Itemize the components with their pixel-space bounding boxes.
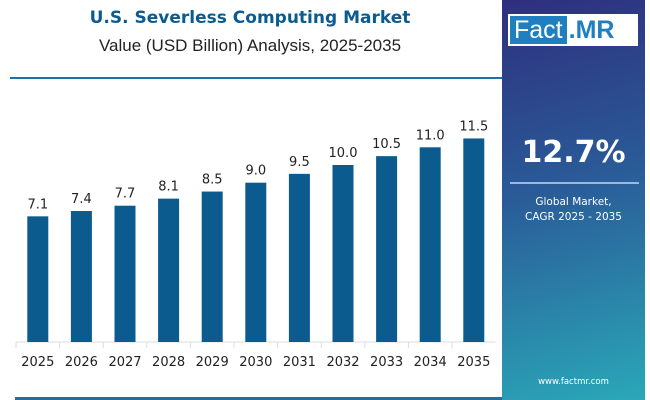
data-label-2034: 11.0	[416, 128, 445, 143]
data-label-2026: 7.4	[71, 192, 92, 207]
bar-2030	[245, 182, 267, 342]
data-label-2035: 11.5	[459, 119, 488, 134]
bar-2035	[463, 138, 485, 342]
cagr-label: Global Market, CAGR 2025 - 2035	[502, 195, 645, 225]
bar-2026	[70, 211, 92, 342]
x-tick-label-2025: 2025	[21, 355, 54, 370]
cagr-value: 12.7%	[521, 135, 626, 170]
bar-2028	[158, 198, 180, 342]
chart-subtitle: Value (USD Billion) Analysis, 2025-2035	[98, 36, 402, 55]
chart-title: U.S. Severless Computing Market	[89, 8, 411, 28]
data-label-2025: 7.1	[27, 197, 48, 212]
data-label-2027: 7.7	[115, 187, 136, 202]
cagr-label-line1: Global Market,	[535, 196, 612, 208]
x-tick-label-2029: 2029	[196, 355, 229, 370]
x-tick-label-2032: 2032	[326, 355, 359, 370]
logo-part2: .MR	[568, 15, 615, 44]
x-tick-label-2034: 2034	[414, 355, 447, 370]
data-label-2032: 10.0	[329, 146, 358, 161]
bar-2029	[201, 191, 223, 342]
x-tick-label-2031: 2031	[283, 355, 316, 370]
website-url[interactable]: www.factmr.com	[538, 377, 609, 387]
x-tick-label-2035: 2035	[457, 355, 490, 370]
logo-part1: Fact	[510, 16, 567, 44]
data-label-2033: 10.5	[372, 137, 401, 152]
bar-2033	[376, 156, 398, 342]
bar-2025	[27, 216, 49, 342]
x-tick-label-2028: 2028	[152, 355, 185, 370]
data-label-2030: 9.0	[245, 164, 266, 179]
side-panel	[502, 0, 645, 400]
bottom-rule	[15, 397, 502, 400]
panel-divider	[510, 182, 639, 184]
data-label-2029: 8.5	[202, 173, 223, 188]
factmr-logo: Fact .MR	[508, 14, 638, 46]
x-tick-label-2026: 2026	[65, 355, 98, 370]
x-tick-label-2033: 2033	[370, 355, 403, 370]
data-label-2031: 9.5	[289, 155, 310, 170]
bar-chart: 7.1 2025 7.4 2026 7.7 2027 8.1 2028 8.5 2029 9.0 20…	[15, 119, 496, 370]
bar-2031	[288, 173, 310, 342]
title-divider	[10, 77, 502, 79]
cagr-label-line2: CAGR 2025 - 2035	[524, 211, 622, 223]
bar-2034	[419, 147, 441, 342]
x-tick-label-2030: 2030	[239, 355, 272, 370]
bar-2027	[114, 205, 136, 342]
data-label-2028: 8.1	[158, 180, 179, 195]
x-tick-label-2027: 2027	[108, 355, 141, 370]
bar-2032	[332, 165, 354, 342]
